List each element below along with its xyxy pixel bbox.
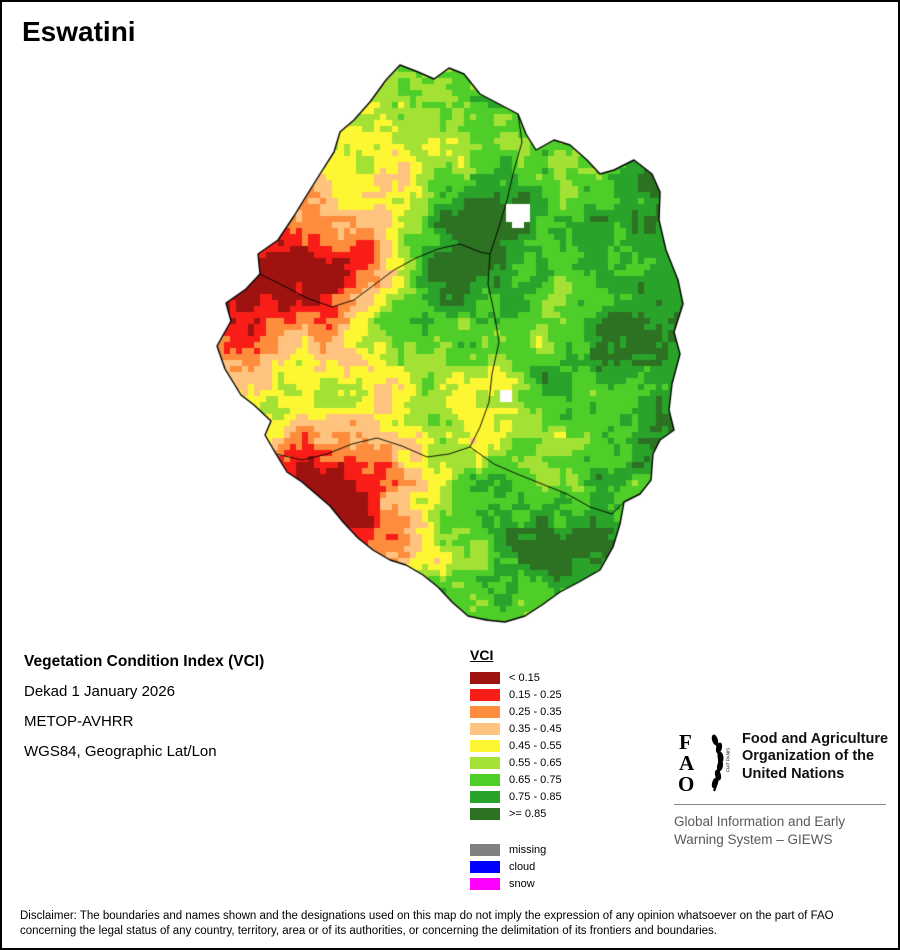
vci-map: [2, 2, 898, 652]
legend-label: cloud: [509, 861, 536, 873]
legend-label: >= 0.85: [509, 808, 547, 820]
giews-label: Global Information and Early Warning Sys…: [674, 814, 846, 847]
legend-extra: missing cloud snow: [470, 844, 562, 890]
legend-row: 0.15 - 0.25: [470, 689, 562, 701]
legend-label: 0.25 - 0.35: [509, 706, 562, 718]
fao-logo-letter: A: [679, 751, 695, 775]
fao-logo-icon: F A O FIAT PANIS: [678, 730, 731, 794]
legend: VCI < 0.15 0.15 - 0.25 0.25 - 0.35 0.35 - 0…: [470, 647, 562, 895]
page-title: Eswatini: [22, 16, 136, 47]
legend-label: snow: [509, 878, 535, 890]
legend-classes: < 0.15 0.15 - 0.25 0.25 - 0.35 0.35 - 0.45 0…: [470, 672, 562, 820]
fao-logo-letter: O: [678, 772, 694, 794]
legend-row: snow: [470, 878, 562, 890]
legend-title: VCI: [470, 647, 494, 663]
legend-row: >= 0.85: [470, 808, 562, 820]
legend-label: 0.65 - 0.75: [509, 774, 562, 786]
legend-swatch: [470, 706, 500, 718]
map-info: Vegetation Condition Index (VCI) Dekad 1…: [24, 647, 264, 767]
legend-swatch: [470, 791, 500, 803]
legend-row: 0.35 - 0.45: [470, 723, 562, 735]
legend-swatch: [470, 861, 500, 873]
product-name: Vegetation Condition Index (VCI): [24, 653, 265, 670]
wheat-ear-icon: [711, 734, 724, 792]
legend-swatch: [470, 672, 500, 684]
legend-row: 0.75 - 0.85: [470, 791, 562, 803]
fao-divider: [674, 804, 886, 805]
fao-motto: FIAT PANIS: [726, 748, 731, 772]
legend-label: 0.55 - 0.65: [509, 757, 562, 769]
fao-block: F A O FIAT PANIS Food and Agriculture Or…: [674, 728, 894, 848]
legend-row: 0.55 - 0.65: [470, 757, 562, 769]
legend-swatch: [470, 808, 500, 820]
legend-label: 0.45 - 0.55: [509, 740, 562, 752]
legend-label: missing: [509, 844, 547, 856]
sensor-label: METOP-AVHRR: [24, 713, 134, 730]
legend-swatch: [470, 878, 500, 890]
legend-label: < 0.15: [509, 672, 540, 684]
legend-swatch: [470, 774, 500, 786]
legend-swatch: [470, 723, 500, 735]
legend-row: cloud: [470, 861, 562, 873]
dekad-label: Dekad 1 January 2026: [24, 683, 175, 700]
fao-logo-letter: F: [679, 730, 692, 754]
legend-swatch: [470, 740, 500, 752]
legend-swatch: [470, 844, 500, 856]
legend-swatch: [470, 757, 500, 769]
legend-row: 0.65 - 0.75: [470, 774, 562, 786]
projection-label: WGS84, Geographic Lat/Lon: [24, 743, 217, 760]
disclaimer: Disclaimer: The boundaries and names sho…: [20, 909, 834, 938]
legend-row: < 0.15: [470, 672, 562, 684]
legend-label: 0.35 - 0.45: [509, 723, 562, 735]
legend-label: 0.15 - 0.25: [509, 689, 562, 701]
legend-row: 0.25 - 0.35: [470, 706, 562, 718]
legend-label: 0.75 - 0.85: [509, 791, 562, 803]
fao-top: F A O FIAT PANIS Food and Agriculture Or…: [674, 728, 894, 794]
legend-row: missing: [470, 844, 562, 856]
fao-org-name: Food and Agriculture Organization of the…: [742, 731, 889, 782]
legend-row: 0.45 - 0.55: [470, 740, 562, 752]
legend-swatch: [470, 689, 500, 701]
